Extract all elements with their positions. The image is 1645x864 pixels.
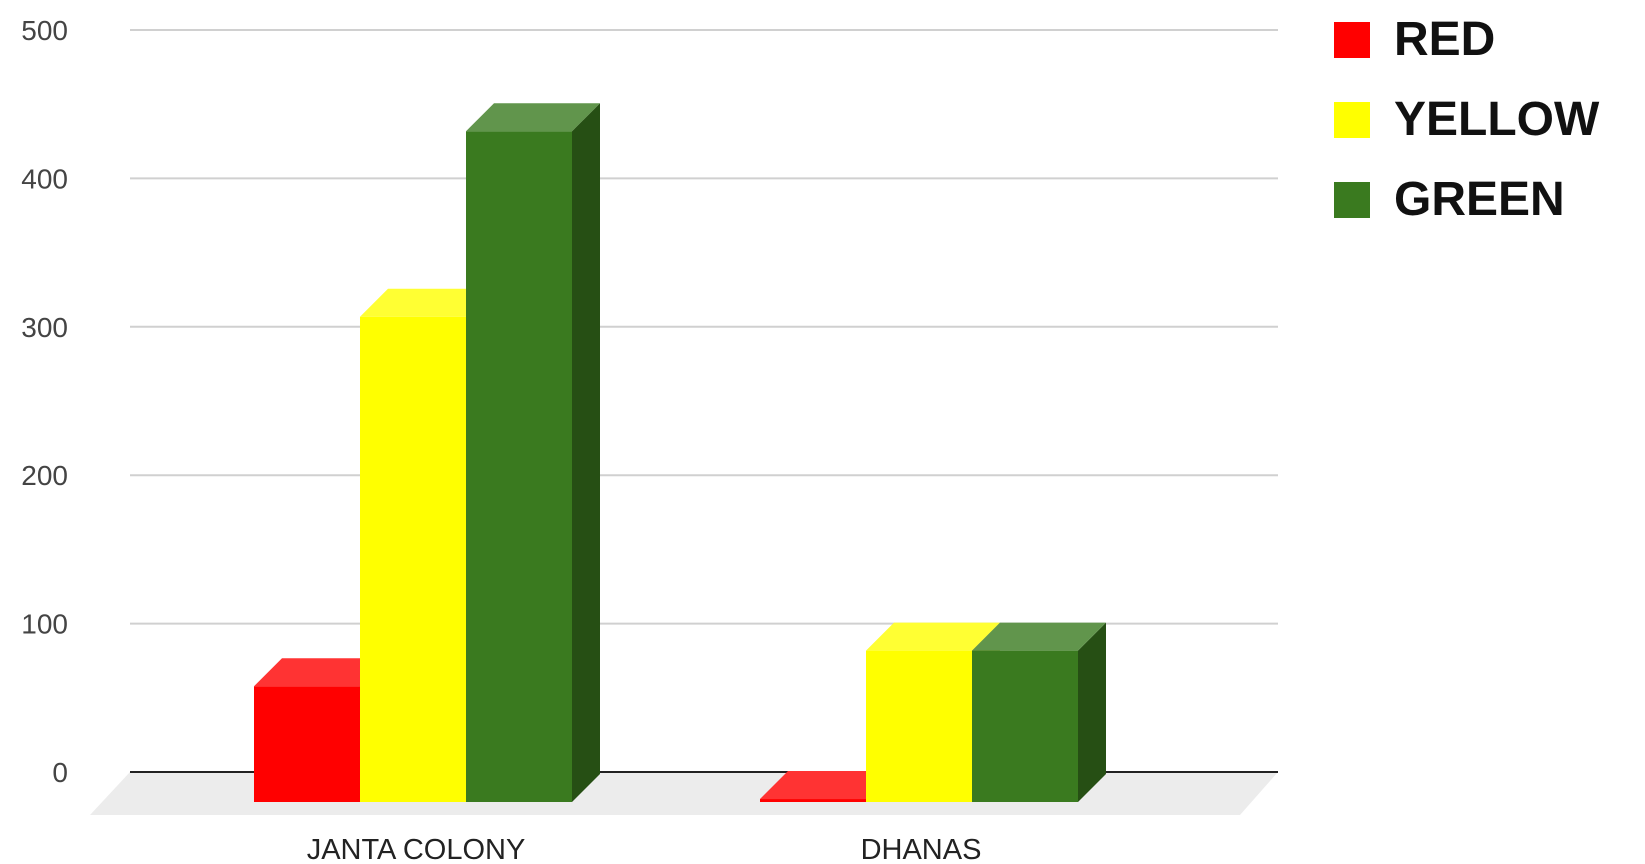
y-tick-label: 300: [21, 312, 68, 343]
legend-swatch-red: [1334, 22, 1370, 58]
bar-top-face: [972, 622, 1106, 651]
legend-swatch-green: [1334, 182, 1370, 218]
y-tick-label: 200: [21, 460, 68, 491]
bar-front-face: [972, 650, 1078, 802]
legend-label-yellow: YELLOW: [1394, 93, 1600, 146]
legend-item-red: RED: [1334, 13, 1495, 66]
legend-label-red: RED: [1394, 13, 1495, 66]
y-axis-tick-labels: 0 100 200 300 400 500: [21, 15, 68, 788]
bar-top-face: [466, 103, 600, 132]
bar-front-face: [866, 650, 972, 802]
bar-green-dhanas: [972, 622, 1106, 802]
bar-top-face: [254, 658, 388, 687]
bar-front-face: [760, 799, 866, 802]
legend-item-green: GREEN: [1334, 173, 1565, 226]
legend: RED YELLOW GREEN: [1334, 13, 1600, 226]
y-tick-label: 0: [52, 757, 68, 788]
y-tick-label: 400: [21, 163, 68, 194]
bar-front-face: [466, 131, 572, 802]
category-label-janta-colony: JANTA COLONY: [307, 834, 526, 864]
bar-front-face: [360, 316, 466, 802]
y-tick-label: 100: [21, 609, 68, 640]
bars: [254, 103, 1106, 803]
legend-label-green: GREEN: [1394, 173, 1565, 226]
bar-top-face: [760, 771, 894, 800]
legend-item-yellow: YELLOW: [1334, 93, 1600, 146]
x-axis-category-labels: JANTA COLONY DHANAS: [307, 834, 982, 864]
legend-swatch-yellow: [1334, 102, 1370, 138]
category-label-dhanas: DHANAS: [861, 834, 982, 864]
bar-side-face: [1078, 622, 1106, 802]
y-tick-label: 500: [21, 15, 68, 46]
bar-side-face: [572, 103, 600, 803]
bar-front-face: [254, 686, 360, 802]
bar-top-face: [866, 622, 1000, 651]
bar-green-janta-colony: [466, 103, 600, 803]
bar-top-face: [360, 288, 494, 317]
